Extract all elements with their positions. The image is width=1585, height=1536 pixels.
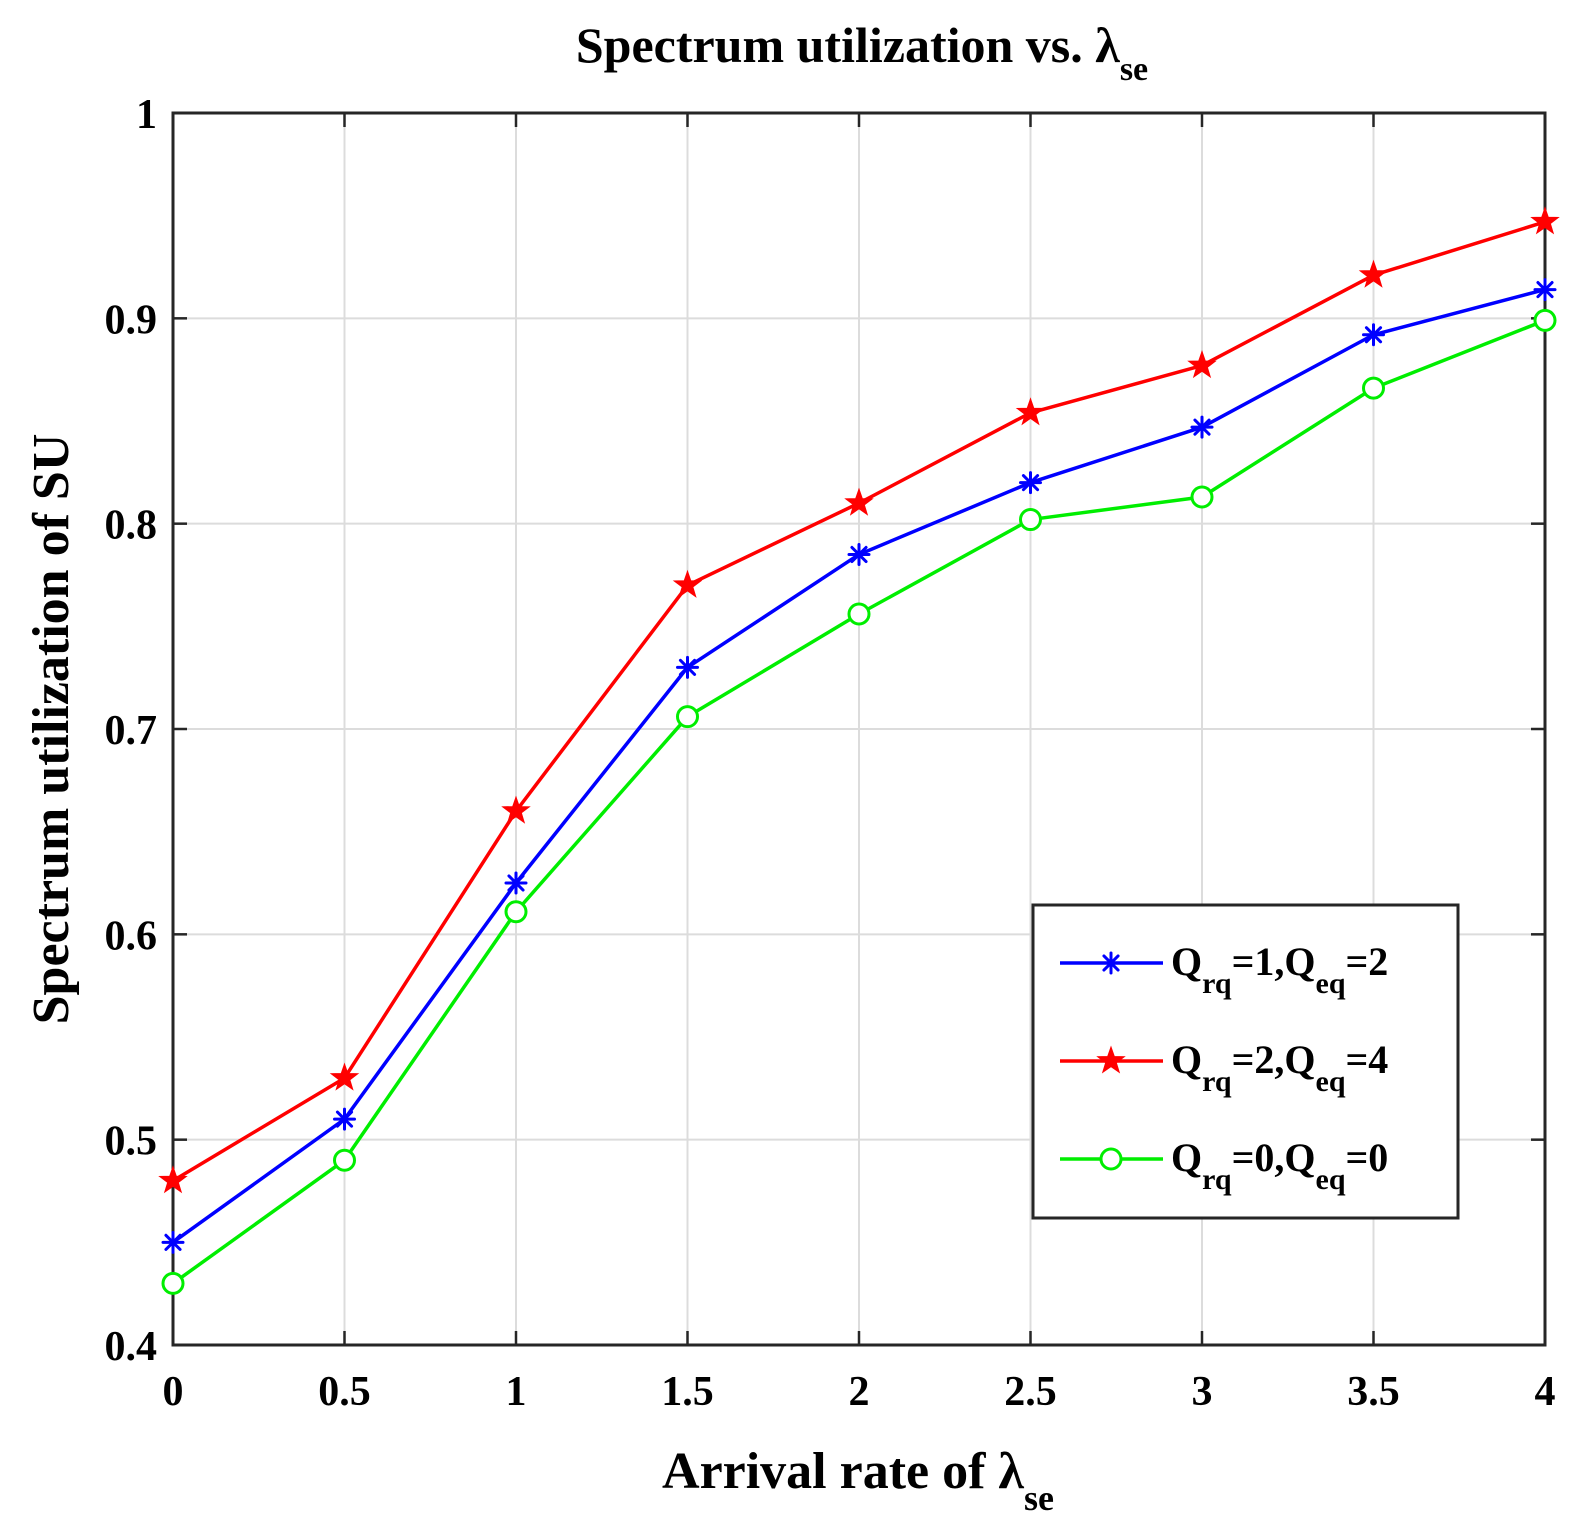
y-tick-label: 0.8 [105, 503, 158, 549]
legend-label: Qrq=2,Qeq=4 [1171, 1037, 1388, 1098]
marker-asterisk [847, 542, 871, 566]
grid-lines [173, 113, 1545, 1345]
marker-circle [847, 602, 871, 626]
marker-star [1187, 350, 1217, 379]
legend-subscript: rq [1202, 967, 1232, 1000]
marker-star [844, 487, 874, 516]
marker-asterisk [1533, 278, 1557, 302]
legend-text-part: =2 [1346, 939, 1389, 984]
marker-circle [161, 1271, 185, 1295]
x-tick-label: 0.5 [318, 1369, 371, 1415]
y-axis-label: Spectrum utilization of SU [23, 434, 80, 1025]
legend-text-part: Q [1171, 1135, 1202, 1180]
x-tick-label: 1 [506, 1369, 527, 1415]
legend-item: Qrq=1,Qeq=2 [1060, 939, 1388, 1000]
x-tick-label: 2 [849, 1369, 870, 1415]
y-tick-label: 0.9 [105, 297, 158, 343]
y-tick-label: 0.7 [105, 708, 158, 754]
marker-circle [1019, 508, 1042, 532]
marker-circle [1533, 308, 1557, 332]
marker-star [329, 1062, 360, 1091]
marker-circle [1099, 1147, 1123, 1171]
marker-asterisk [676, 655, 699, 679]
x-axis-label: Arrival rate of λse [662, 1443, 1054, 1518]
series-0 [161, 278, 1557, 1254]
legend-subscript: rq [1202, 1065, 1232, 1098]
marker-circle [333, 1148, 356, 1172]
marker-circle [504, 900, 528, 924]
legend-text-part: =4 [1346, 1037, 1389, 1082]
legend-text-part: Q [1171, 1037, 1202, 1082]
y-tick-label: 0.5 [105, 1119, 158, 1165]
x-tick-label: 0 [163, 1369, 184, 1415]
marker-star [1358, 259, 1389, 288]
series-layer [158, 206, 1560, 1295]
marker-circle [676, 705, 699, 729]
series-1 [158, 206, 1560, 1194]
marker-asterisk [333, 1107, 356, 1131]
marker-star [1530, 206, 1560, 235]
marker-asterisk [1362, 323, 1385, 347]
legend-text-part: Q [1171, 939, 1202, 984]
y-tick-label: 1 [136, 92, 157, 138]
marker-circle [1190, 485, 1214, 509]
x-tick-label: 4 [1535, 1369, 1556, 1415]
legend-subscript: eq [1316, 1163, 1346, 1196]
legend-item: Qrq=0,Qeq=0 [1060, 1135, 1388, 1196]
legend-text-part: =1,Q [1232, 939, 1316, 984]
marker-asterisk [161, 1230, 185, 1254]
x-tick-label: 1.5 [661, 1369, 714, 1415]
axis-ticks: 0 0.5 1 1.5 2 2.5 3 3.5 4 0.4 0.5 0.6 0.7 0.8 0.9 1 [105, 92, 1556, 1415]
marker-asterisk [1099, 951, 1123, 975]
legend-label: Qrq=1,Qeq=2 [1171, 939, 1388, 1000]
legend-item: Qrq=2,Qeq=4 [1060, 1037, 1388, 1098]
y-tick-label: 0.6 [105, 913, 158, 959]
legend-subscript: eq [1316, 1065, 1346, 1098]
legend-subscript: eq [1316, 967, 1346, 1000]
x-tick-label: 2.5 [1004, 1369, 1057, 1415]
marker-star [672, 569, 703, 598]
legend-label: Qrq=0,Qeq=0 [1171, 1135, 1388, 1196]
chart-title: Spectrum utilization vs. λse [576, 17, 1148, 88]
legend-subscript: rq [1202, 1163, 1232, 1196]
legend-text-part: =2,Q [1232, 1037, 1316, 1082]
marker-star [1015, 397, 1046, 426]
marker-asterisk [1190, 415, 1214, 439]
x-tick-label: 3 [1192, 1369, 1213, 1415]
marker-star [1096, 1045, 1126, 1074]
marker-asterisk [1019, 471, 1042, 495]
marker-star [501, 795, 531, 824]
marker-asterisk [504, 871, 528, 895]
x-tick-label: 3.5 [1347, 1369, 1400, 1415]
marker-star [158, 1165, 188, 1194]
marker-circle [1362, 376, 1385, 400]
series-2 [161, 308, 1557, 1295]
legend-text-part: =0 [1346, 1135, 1389, 1180]
y-tick-label: 0.4 [105, 1324, 158, 1370]
legend-text-part: =0,Q [1232, 1135, 1316, 1180]
